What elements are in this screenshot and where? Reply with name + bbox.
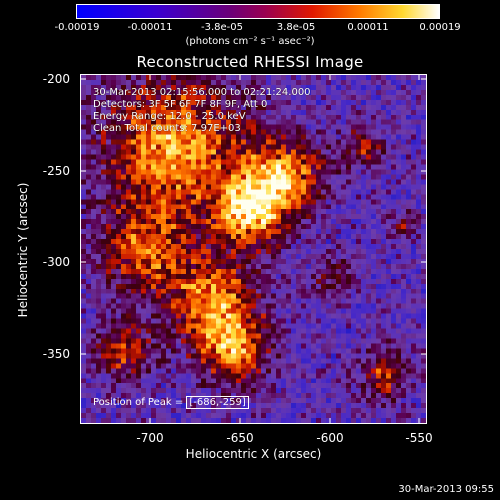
colorbar-tick: -0.00011 [127,22,173,33]
peak-value: [-686,-259] [186,396,249,409]
peak-position: Position of Peak = [-686,-259] [93,396,249,409]
y-tick-label: -200 [42,72,70,86]
y-tick-label: -300 [42,255,70,269]
image-title: Reconstructed RHESSI Image [136,53,364,71]
colorbar-tick: 0.00019 [419,22,461,33]
annotation-time-range: 30-Mar-2013 02:15:56.000 to 02:21:24.000 [93,87,311,98]
x-tick-label: -600 [316,431,344,445]
y-axis-label: Heliocentric Y (arcsec) [16,182,30,318]
rhessi-image-panel: 30-Mar-2013 02:15:56.000 to 02:21:24.000… [80,74,427,424]
annotation-detectors: Detectors: 3F 5F 6F 7F 8F 9F, Att 0 [93,99,268,110]
peak-label: Position of Peak = [93,397,184,408]
rhessi-image [81,75,426,423]
y-tick-label: -350 [42,347,70,361]
x-tick-label: -700 [136,431,164,445]
colorbar-tick: 0.00011 [347,22,389,33]
colorbar-tick: 3.8e-05 [276,22,316,33]
colorbar-units: (photons cm⁻² s⁻¹ asec⁻²) [185,36,315,47]
x-tick-label: -550 [405,431,433,445]
colorbar-gradient [77,5,439,18]
annotation-energy: Energy Range: 12.0 - 25.0 keV [93,111,246,122]
annotation-counts: Clean Total counts: 7.97E+03 [93,123,241,134]
colorbar-tick: -3.8e-05 [201,22,243,33]
colorbar [76,4,440,19]
x-axis-label: Heliocentric X (arcsec) [185,447,322,461]
timestamp: 30-Mar-2013 09:55 [398,484,494,495]
y-tick-label: -250 [42,164,70,178]
x-tick-label: -650 [226,431,254,445]
colorbar-tick: -0.00019 [54,22,100,33]
